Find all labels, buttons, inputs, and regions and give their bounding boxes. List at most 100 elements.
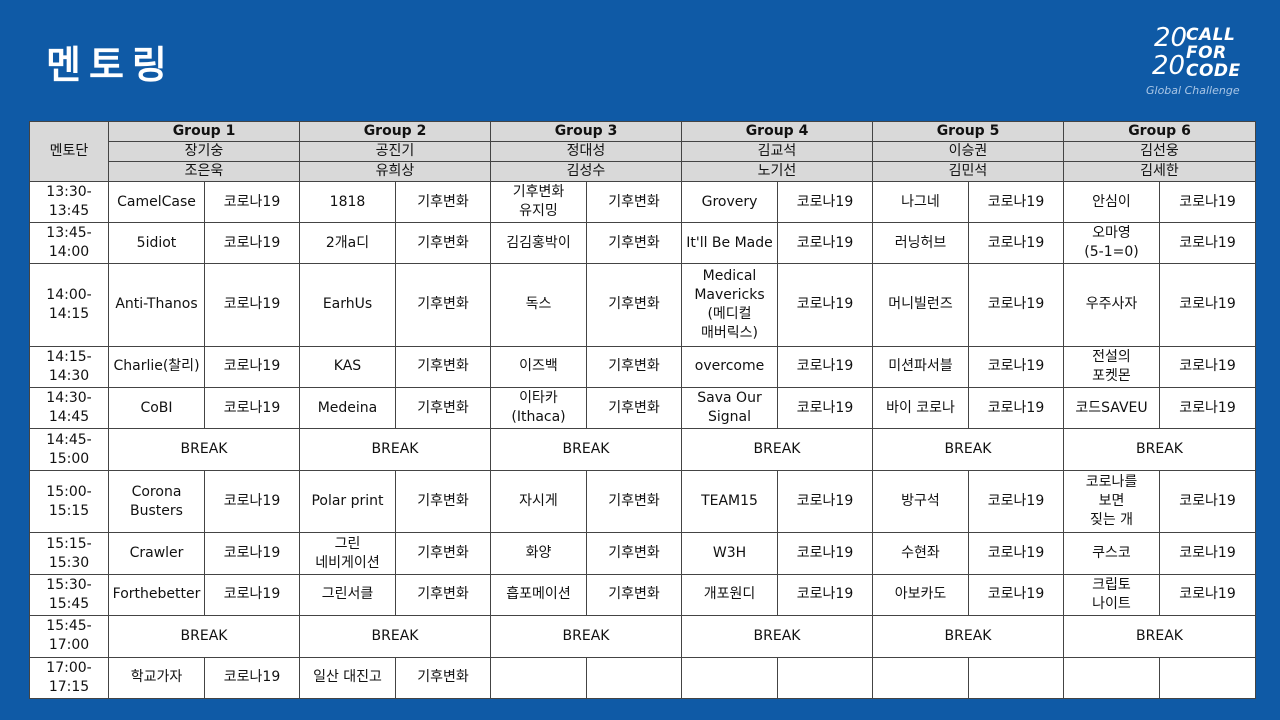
mentor-name: 김성수: [490, 161, 682, 182]
mentoring-schedule-table: 멘토단 Group 1 Group 2 Group 3 Group 4 Grou…: [29, 121, 1256, 700]
team-topic: 기후변화: [395, 180, 491, 224]
team-name: 안심이: [1063, 180, 1160, 224]
team-topic: [586, 656, 682, 700]
team-name: W3H: [681, 532, 778, 575]
schedule-body: 13:30- 13:45 CamelCase 코로나19 1818 기후변화 기후변화 유지밍…: [29, 180, 1256, 700]
team-topic: 코로나19: [777, 180, 873, 224]
team-name: 오마영 (5-1=0): [1063, 222, 1160, 264]
break-cell: BREAK: [681, 615, 873, 658]
break-cell: BREAK: [108, 428, 300, 471]
time-slot: 15:30- 15:45: [29, 573, 109, 617]
team-name: 그린서클: [299, 573, 396, 617]
time-slot: 17:00- 17:15: [29, 656, 109, 700]
team-topic: [968, 656, 1064, 700]
team-name: Crawler: [108, 532, 205, 575]
logo-word-code: CODE: [1186, 61, 1241, 81]
page-title: 멘토링: [46, 43, 175, 87]
break-cell: BREAK: [108, 615, 300, 658]
team-topic: 코로나19: [968, 532, 1064, 575]
mentor-name: 정대성: [490, 141, 682, 162]
team-topic: 코로나19: [1159, 262, 1256, 347]
team-name: 일산 대진고: [299, 656, 396, 700]
break-cell: BREAK: [681, 428, 873, 471]
team-topic: 코로나19: [968, 469, 1064, 534]
time-slot: 15:00- 15:15: [29, 469, 109, 534]
logo-word-for: FOR: [1186, 43, 1227, 63]
team-topic: 기후변화: [395, 386, 491, 430]
team-name: 쿠스코: [1063, 532, 1160, 575]
break-cell: BREAK: [299, 615, 491, 658]
team-name: Grovery: [681, 180, 778, 224]
team-name: 러닝허브: [872, 222, 969, 264]
team-topic: 코로나19: [968, 262, 1064, 347]
team-topic: 기후변화: [395, 573, 491, 617]
mentor-name: 이승권: [872, 141, 1064, 162]
schedule-row: 15:45- 17:00 BREAK BREAK BREAK BREAK BREAK BREA…: [29, 615, 1256, 658]
team-topic: 코로나19: [204, 469, 300, 534]
schedule-row: 14:00- 14:15 Anti-Thanos 코로나19 EarhUs 기후변화 독스 기…: [29, 262, 1256, 347]
team-topic: 코로나19: [204, 532, 300, 575]
team-topic: 기후변화: [586, 345, 682, 388]
team-topic: 코로나19: [204, 656, 300, 700]
schedule-row: 14:30- 14:45 CoBI 코로나19 Medeina 기후변화 이타카 (Ithac…: [29, 386, 1256, 430]
team-name: 방구석: [872, 469, 969, 534]
team-topic: [1159, 656, 1256, 700]
team-name: 기후변화 유지밍: [490, 180, 587, 224]
mentor-name: 김세한: [1063, 161, 1256, 182]
team-name: 머니빌런즈: [872, 262, 969, 347]
mentor2-row: 조은욱 유희상 김성수 노기선 김민석 김세한: [30, 161, 1256, 182]
mentor-name: 공진기: [299, 141, 491, 162]
team-topic: 코로나19: [777, 345, 873, 388]
team-name: Charlie(찰리): [108, 345, 205, 388]
mentor-label: 멘토단: [29, 121, 109, 182]
mentor-name: 김교석: [681, 141, 873, 162]
team-topic: 기후변화: [395, 469, 491, 534]
team-topic: 코로나19: [1159, 532, 1256, 575]
team-name: 우주사자: [1063, 262, 1160, 347]
team-name: [681, 656, 778, 700]
team-topic: 코로나19: [1159, 573, 1256, 617]
time-slot: 14:00- 14:15: [29, 262, 109, 347]
team-topic: 코로나19: [204, 262, 300, 347]
time-slot: 14:30- 14:45: [29, 386, 109, 430]
team-name: 김김홍박이: [490, 222, 587, 264]
team-topic: 코로나19: [204, 573, 300, 617]
team-name: Anti-Thanos: [108, 262, 205, 347]
group-name: Group 3: [490, 121, 682, 142]
mentor-name: 유희상: [299, 161, 491, 182]
team-name: 자시게: [490, 469, 587, 534]
team-name: [872, 656, 969, 700]
time-slot: 13:30- 13:45: [29, 180, 109, 224]
team-topic: 코로나19: [204, 386, 300, 430]
team-topic: 기후변화: [586, 532, 682, 575]
team-topic: 기후변화: [395, 345, 491, 388]
team-topic: 코로나19: [968, 222, 1064, 264]
team-name: 학교가자: [108, 656, 205, 700]
group-name: Group 2: [299, 121, 491, 142]
break-cell: BREAK: [490, 615, 682, 658]
team-topic: 기후변화: [586, 262, 682, 347]
team-topic: 코로나19: [777, 532, 873, 575]
team-topic: 코로나19: [1159, 345, 1256, 388]
team-name: Medical Mavericks (메디컬 매버릭스): [681, 262, 778, 347]
team-topic: 코로나19: [777, 222, 873, 264]
mentor-name: 김민석: [872, 161, 1064, 182]
team-name: 코드SAVEU: [1063, 386, 1160, 430]
team-topic: 코로나19: [968, 345, 1064, 388]
mentor1-row: 장기숭 공진기 정대성 김교석 이승권 김선웅: [30, 141, 1256, 162]
team-topic: 코로나19: [1159, 180, 1256, 224]
schedule-row: 14:15- 14:30 Charlie(찰리) 코로나19 KAS 기후변화 이즈백 기후변…: [29, 345, 1256, 388]
team-name: Polar print: [299, 469, 396, 534]
team-name: overcome: [681, 345, 778, 388]
schedule-row: 15:00- 15:15 Corona Busters 코로나19 Polar print…: [29, 469, 1256, 534]
group-name: Group 6: [1063, 121, 1256, 142]
team-name: CoBI: [108, 386, 205, 430]
team-name: 아보카도: [872, 573, 969, 617]
break-cell: BREAK: [1063, 615, 1256, 658]
schedule-row: 17:00- 17:15 학교가자 코로나19 일산 대진고 기후변화: [29, 656, 1256, 700]
team-topic: 코로나19: [204, 345, 300, 388]
team-topic: 기후변화: [586, 180, 682, 224]
break-cell: BREAK: [1063, 428, 1256, 471]
team-topic: 기후변화: [395, 656, 491, 700]
team-name: Sava Our Signal: [681, 386, 778, 430]
